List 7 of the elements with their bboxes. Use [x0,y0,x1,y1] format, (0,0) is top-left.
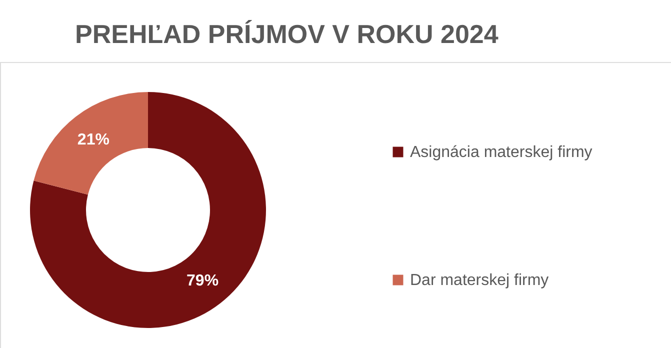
legend-label: Asignácia materskej firmy [410,144,592,161]
chart-title: PREHĽAD PRÍJMOV V ROKU 2024 [75,19,499,49]
data-label: 21% [77,132,110,149]
donut-slice [30,92,266,328]
donut-slice [34,92,148,195]
legend-label: Dar materskej firmy [410,272,549,289]
data-label: 79% [186,272,219,290]
